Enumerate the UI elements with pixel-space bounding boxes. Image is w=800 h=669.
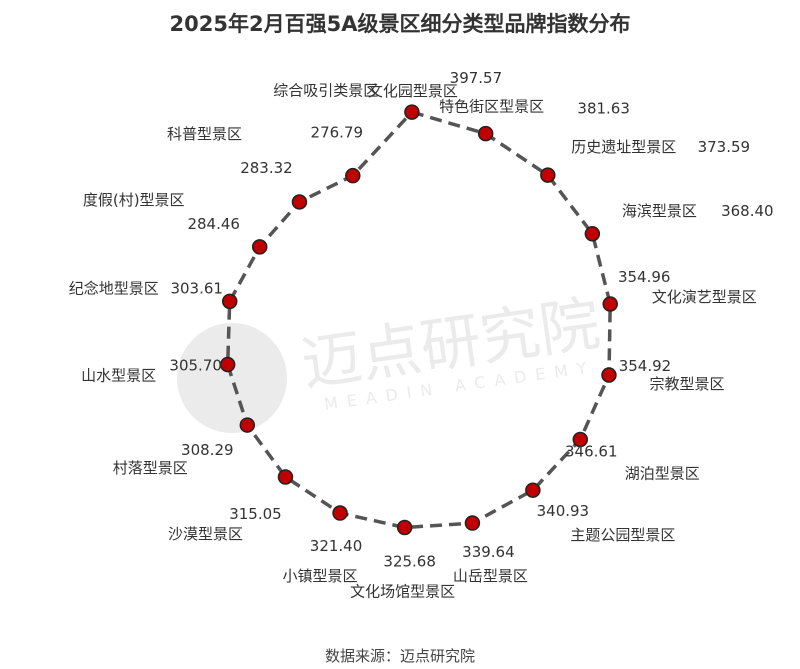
- data-point: [221, 293, 238, 310]
- value-label: 276.79: [311, 124, 364, 142]
- data-point: [251, 239, 268, 255]
- data-point: [464, 515, 481, 531]
- value-label: 346.61: [565, 443, 618, 461]
- value-label: 315.05: [229, 505, 282, 523]
- category-label: 文化场馆型景区: [350, 583, 455, 601]
- value-label: 325.68: [383, 553, 436, 571]
- category-label: 纪念地型景区: [69, 279, 159, 297]
- data-point: [540, 167, 556, 183]
- data-point: [601, 367, 617, 383]
- value-label: 397.57: [450, 69, 503, 87]
- watermark-logo-icon: [177, 323, 287, 433]
- category-label: 小镇型景区: [283, 567, 358, 585]
- data-point: [291, 194, 308, 210]
- category-label: 山岳型景区: [453, 567, 528, 585]
- data-point: [404, 104, 420, 120]
- value-label: 284.46: [187, 215, 240, 233]
- value-label: 283.32: [240, 159, 293, 177]
- value-label: 305.70: [169, 357, 222, 375]
- category-label: 科普型景区: [167, 125, 242, 143]
- category-label: 湖泊型景区: [625, 465, 700, 483]
- source-note: 数据来源：迈点研究院: [324, 647, 475, 665]
- data-point: [584, 226, 601, 242]
- data-point: [219, 356, 236, 373]
- data-point: [525, 482, 541, 498]
- value-label: 381.63: [577, 100, 630, 118]
- value-label: 308.29: [181, 441, 234, 459]
- data-point: [572, 431, 589, 448]
- category-label: 沙漠型景区: [168, 525, 243, 543]
- category-label: 综合吸引类景区: [273, 82, 378, 100]
- value-label: 339.64: [462, 543, 515, 561]
- data-point: [239, 417, 256, 433]
- category-label: 主题公园型景区: [570, 526, 675, 544]
- value-label: 373.59: [698, 138, 751, 156]
- data-point: [477, 125, 494, 142]
- category-label: 文化园型景区: [368, 82, 458, 100]
- category-label: 村落型景区: [113, 459, 188, 477]
- value-label: 354.92: [619, 357, 672, 375]
- category-label: 历史遗址型景区: [571, 138, 676, 156]
- category-label: 度假(村)型景区: [83, 191, 185, 209]
- value-label: 368.40: [721, 202, 774, 220]
- data-point: [345, 167, 361, 184]
- category-label: 特色街区型景区: [439, 98, 544, 116]
- data-point: [396, 519, 413, 536]
- category-label: 海滨型景区: [622, 202, 697, 220]
- value-label: 354.96: [618, 268, 671, 286]
- category-label: 文化演艺型景区: [652, 288, 757, 306]
- value-label: 321.40: [310, 537, 363, 555]
- data-point: [602, 296, 618, 312]
- data-point: [332, 505, 348, 521]
- data-point: [277, 469, 294, 485]
- chart-title: 2025年2月百强5A级景区细分类型品牌指数分布: [169, 12, 631, 36]
- category-label: 宗教型景区: [649, 375, 724, 393]
- value-label: 340.93: [537, 502, 590, 520]
- category-label: 山水型景区: [81, 367, 156, 385]
- value-label: 303.61: [170, 279, 223, 297]
